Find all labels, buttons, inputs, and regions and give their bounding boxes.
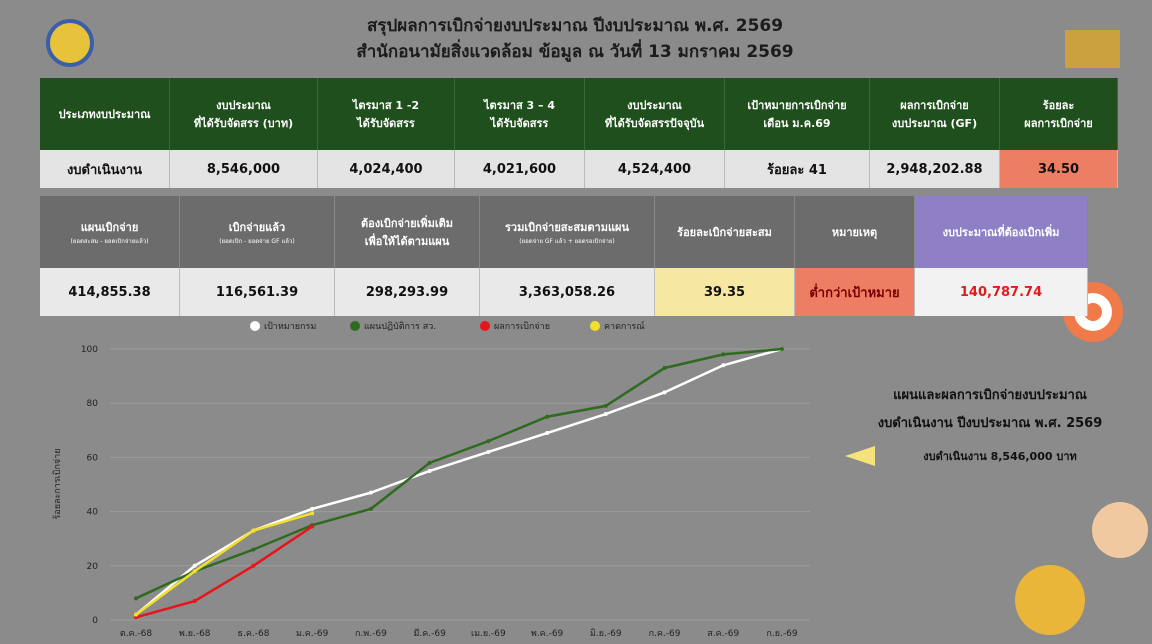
- series-point: [310, 511, 314, 515]
- series-point: [310, 525, 314, 529]
- x-tick-label: เม.ย.-69: [471, 629, 506, 639]
- y-tick-label: 80: [87, 399, 99, 409]
- legend-label: แผนปฏิบัติการ สว.: [364, 321, 436, 332]
- series-line: [136, 513, 312, 614]
- series-point: [428, 461, 432, 465]
- side-subtitle: งบดำเนินงาน ปีงบประมาณ พ.ศ. 2569: [830, 412, 1150, 433]
- series-point: [721, 352, 725, 356]
- y-tick-label: 60: [87, 453, 99, 463]
- series-point: [251, 529, 255, 533]
- series-point: [428, 469, 432, 473]
- y-axis-label: ร้อยละการเบิกจ่าย: [52, 448, 63, 519]
- x-tick-label: พ.ย.-68: [179, 629, 211, 639]
- x-tick-label: ม.ค.-69: [296, 629, 329, 639]
- legend-label: ผลการเบิกจ่าย: [494, 321, 550, 332]
- series-point: [369, 491, 373, 495]
- dashboard: สรุปผลการเบิกจ่ายงบประมาณ ปีงบประมาณ พ.ศ…: [0, 0, 1152, 644]
- side-title: แผนและผลการเบิกจ่ายงบประมาณ: [830, 384, 1150, 405]
- legend-marker: [350, 321, 360, 331]
- series-point: [721, 363, 725, 367]
- series-point: [545, 415, 549, 419]
- x-tick-label: ก.พ.-69: [355, 629, 387, 639]
- series-point: [604, 412, 608, 416]
- legend-label: คาดการณ์: [604, 320, 645, 332]
- series-point: [193, 569, 197, 573]
- series-point: [486, 450, 490, 454]
- x-tick-label: ก.ค.-69: [649, 629, 681, 639]
- x-tick-label: ธ.ค.-68: [237, 629, 269, 639]
- x-tick-label: ต.ค.-68: [120, 629, 153, 639]
- x-tick-label: มี.ค.-69: [413, 628, 446, 639]
- x-tick-label: มิ.ย.-69: [590, 628, 622, 639]
- series-point: [780, 347, 784, 351]
- series-point: [193, 564, 197, 568]
- x-tick-label: พ.ค.-69: [531, 629, 564, 639]
- series-point: [663, 366, 667, 370]
- series-point: [369, 507, 373, 511]
- series-point: [663, 390, 667, 394]
- series-point: [193, 599, 197, 603]
- legend-marker: [250, 321, 260, 331]
- series-point: [486, 439, 490, 443]
- legend-marker: [480, 321, 490, 331]
- legend-label: เป้าหมายกรม: [264, 321, 316, 332]
- y-tick-label: 100: [81, 345, 98, 355]
- series-line: [136, 527, 312, 618]
- y-tick-label: 0: [92, 616, 98, 626]
- chart: ร้อยละการเบิกจ่าย 0 20 40 60 80 100 ต.ค.-68 พ.ย…: [0, 0, 1152, 644]
- x-tick-label: ส.ค.-69: [707, 629, 739, 639]
- series-point: [134, 596, 138, 600]
- y-tick-label: 40: [87, 508, 99, 518]
- series-point: [134, 613, 138, 617]
- series-point: [545, 431, 549, 435]
- legend-marker: [590, 321, 600, 331]
- series-point: [251, 564, 255, 568]
- y-tick-label: 20: [87, 562, 99, 572]
- side-amount: งบดำเนินงาน 8,546,000 บาท: [880, 447, 1120, 465]
- series-point: [604, 404, 608, 408]
- series-point: [251, 548, 255, 552]
- series-line: [136, 349, 782, 598]
- series-line: [136, 349, 782, 615]
- series-point: [310, 507, 314, 511]
- x-tick-label: ก.ย.-69: [766, 629, 797, 639]
